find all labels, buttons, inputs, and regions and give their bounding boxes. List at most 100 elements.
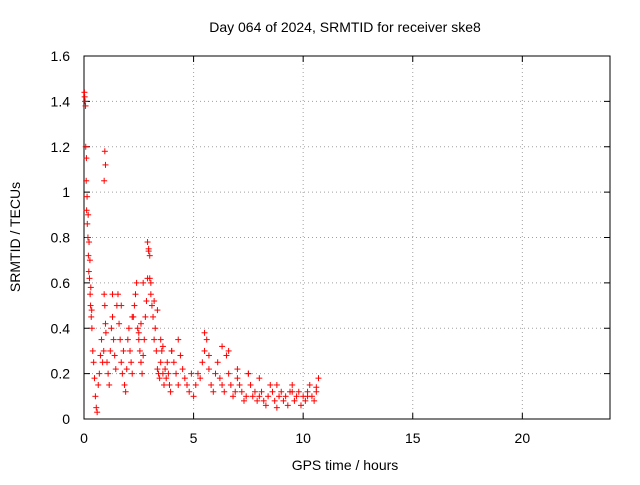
- data-point: [315, 375, 322, 382]
- data-point: [133, 279, 140, 286]
- data-point: [232, 388, 239, 395]
- data-point: [240, 397, 247, 404]
- data-point: [118, 359, 125, 366]
- data-point: [262, 402, 269, 409]
- data-point: [267, 381, 274, 388]
- data-point: [91, 375, 98, 382]
- data-point: [121, 381, 128, 388]
- data-point: [167, 388, 174, 395]
- data-point: [177, 352, 184, 359]
- data-point: [124, 336, 131, 343]
- data-point: [208, 381, 215, 388]
- data-point: [175, 336, 182, 343]
- data-point: [205, 352, 212, 359]
- data-point: [86, 275, 93, 282]
- data-point: [154, 307, 161, 314]
- data-point: [129, 370, 136, 377]
- data-point: [163, 375, 170, 382]
- data-point: [84, 234, 91, 241]
- data-point: [146, 275, 153, 282]
- data-point: [304, 393, 311, 400]
- data-point: [168, 347, 175, 354]
- data-point: [190, 393, 197, 400]
- data-point: [102, 329, 109, 336]
- data-point: [165, 370, 172, 377]
- data-point: [179, 366, 186, 373]
- data-point: [273, 381, 280, 388]
- data-point: [199, 359, 206, 366]
- data-point: [87, 302, 94, 309]
- data-point: [295, 388, 302, 395]
- data-point: [88, 325, 95, 332]
- data-point: [141, 336, 148, 343]
- data-point: [102, 161, 109, 168]
- data-point: [119, 370, 126, 377]
- data-point: [162, 366, 169, 373]
- data-point: [214, 359, 221, 366]
- data-point: [223, 352, 230, 359]
- data-point: [109, 291, 116, 298]
- data-point: [203, 336, 210, 343]
- data-point: [129, 313, 136, 320]
- y-tick-label: 0.8: [51, 230, 71, 246]
- data-point: [134, 325, 141, 332]
- data-point: [256, 375, 263, 382]
- data-point: [276, 393, 283, 400]
- data-point: [157, 336, 164, 343]
- data-point: [96, 370, 103, 377]
- data-point: [188, 370, 195, 377]
- data-point: [106, 381, 113, 388]
- data-point: [132, 291, 139, 298]
- data-point: [98, 336, 105, 343]
- data-point: [85, 252, 92, 259]
- data-point: [125, 325, 132, 332]
- data-point: [258, 388, 265, 395]
- data-point: [160, 381, 167, 388]
- data-point: [122, 388, 129, 395]
- data-point: [273, 404, 280, 411]
- data-point: [135, 329, 142, 336]
- data-point: [147, 291, 154, 298]
- data-point: [128, 359, 135, 366]
- data-point: [102, 320, 109, 327]
- data-point: [95, 381, 102, 388]
- x-tick-label: 10: [295, 430, 311, 446]
- data-point: [293, 393, 300, 400]
- data-point: [147, 279, 154, 286]
- data-point: [104, 359, 111, 366]
- data-point: [254, 397, 261, 404]
- data-point: [114, 291, 121, 298]
- data-point: [101, 177, 108, 184]
- data-point: [144, 239, 151, 246]
- y-tick-label: 1.2: [51, 139, 71, 155]
- data-point: [289, 388, 296, 395]
- data-point: [150, 313, 157, 320]
- data-point: [234, 375, 241, 382]
- data-point: [201, 347, 208, 354]
- grid-layer: [84, 56, 610, 419]
- data-point: [148, 302, 155, 309]
- data-point: [313, 384, 320, 391]
- data-point: [256, 393, 263, 400]
- data-point: [120, 347, 127, 354]
- x-axis-label: GPS time / hours: [292, 457, 399, 473]
- data-point: [107, 347, 114, 354]
- data-point: [251, 388, 258, 395]
- data-point: [111, 352, 118, 359]
- data-point: [84, 220, 91, 227]
- data-point: [184, 381, 191, 388]
- data-point: [101, 148, 108, 155]
- x-tick-label: 15: [405, 430, 421, 446]
- data-point: [205, 366, 212, 373]
- data-point: [210, 388, 217, 395]
- data-point: [84, 193, 91, 200]
- data-point: [159, 343, 166, 350]
- data-point: [186, 388, 193, 395]
- data-point: [105, 370, 112, 377]
- data-point: [278, 388, 285, 395]
- data-point: [101, 291, 108, 298]
- data-point: [265, 393, 272, 400]
- data-point: [142, 313, 149, 320]
- data-point: [88, 313, 95, 320]
